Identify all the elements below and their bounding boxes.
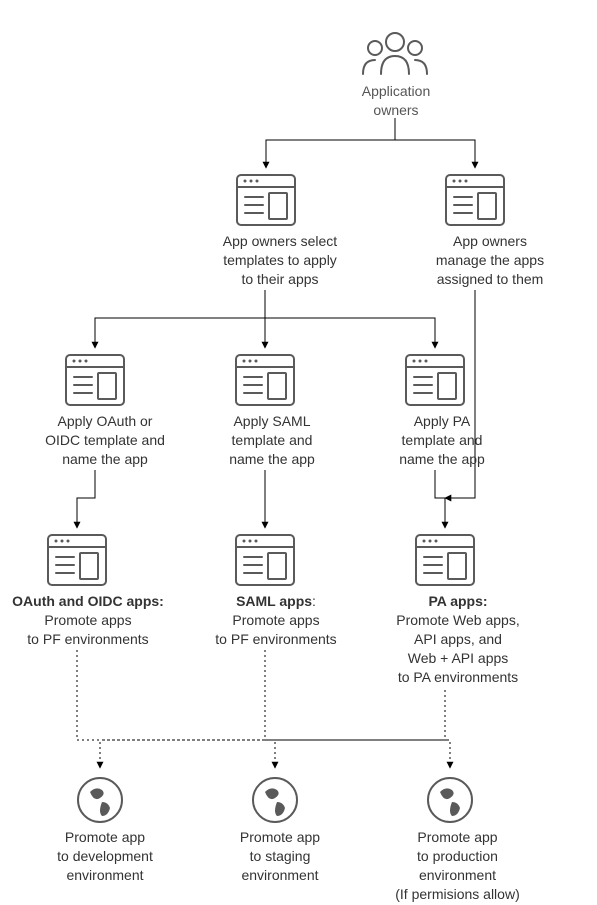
env-prod-label: Promote appto productionenvironment(If p… xyxy=(380,828,535,904)
env-staging-label: Promote appto stagingenvironment xyxy=(215,828,345,885)
apply-oauth-label: Apply OAuth orOIDC template andname the … xyxy=(35,412,175,469)
app-owners-label: Applicationowners xyxy=(358,82,434,120)
saml-apps-label: SAML apps:Promote appsto PF environments xyxy=(196,592,356,649)
select-templates-label: App owners selecttemplates to applyto th… xyxy=(210,232,350,289)
apply-pa-label: Apply PAtemplate andname the app xyxy=(377,412,507,469)
oauth-apps-label: OAuth and OIDC apps:Promote appsto PF en… xyxy=(8,592,168,649)
manage-apps-label: App ownersmanage the appsassigned to the… xyxy=(420,232,560,289)
env-dev-label: Promote appto developmentenvironment xyxy=(40,828,170,885)
pa-apps-label: PA apps:Promote Web apps,API apps, andWe… xyxy=(378,592,538,686)
apply-saml-label: Apply SAMLtemplate andname the app xyxy=(207,412,337,469)
